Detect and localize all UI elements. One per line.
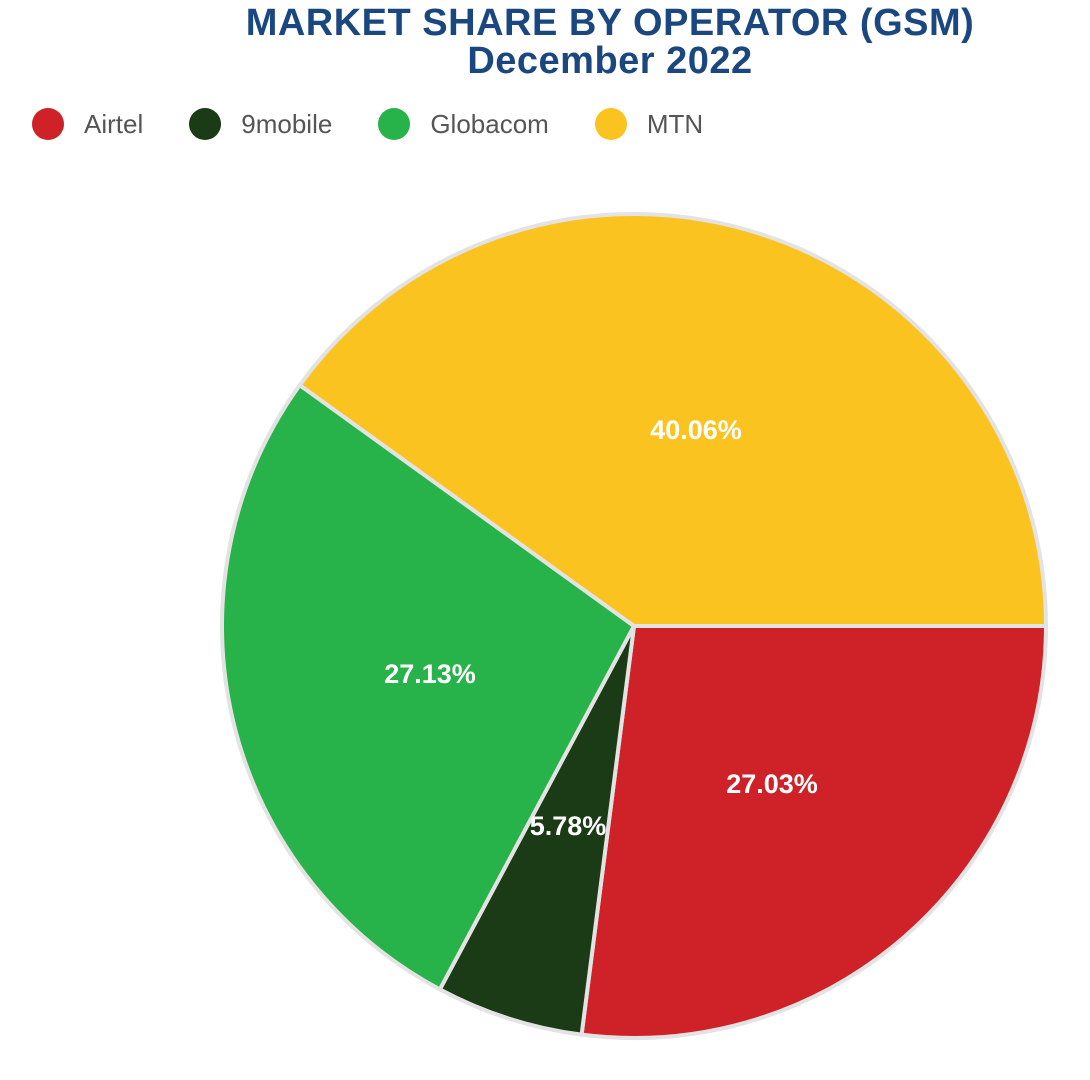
legend-item-mtn[interactable]: MTN — [594, 108, 704, 140]
pie-slice-airtel[interactable] — [579, 624, 1049, 1040]
legend-item-9mobile[interactable]: 9mobile — [189, 108, 332, 140]
chart-legend: Airtel 9mobile Globacom MTN — [32, 108, 749, 140]
legend-swatch-airtel — [32, 108, 64, 140]
pie-slice-globacom[interactable] — [220, 382, 637, 993]
data-label-airtel: 27.03% — [726, 769, 818, 799]
pie-slice-9mobile[interactable] — [437, 625, 636, 1037]
legend-item-globacom[interactable]: Globacom — [378, 108, 549, 140]
pie-slice-mtn[interactable] — [296, 212, 1049, 628]
legend-swatch-mtn — [594, 108, 627, 140]
chart-title-block: MARKET SHARE BY OPERATOR (GSM) December … — [0, 4, 1090, 80]
chart-subtitle: December 2022 — [467, 40, 753, 82]
legend-swatch-globacom — [378, 108, 411, 140]
pie-slices — [220, 212, 1049, 1040]
legend-item-airtel[interactable]: Airtel — [32, 108, 143, 140]
legend-label-9mobile: 9mobile — [241, 108, 333, 139]
data-label-globacom: 27.13% — [384, 659, 476, 689]
data-label-mtn: 40.06% — [650, 415, 742, 445]
legend-swatch-9mobile — [189, 108, 222, 140]
legend-label-airtel: Airtel — [84, 108, 144, 139]
legend-label-mtn: MTN — [646, 108, 704, 139]
pie-slice-labels: 27.03% 5.78% 27.13% 40.06% — [384, 415, 818, 841]
chart-title: MARKET SHARE BY OPERATOR (GSM) — [245, 2, 975, 44]
data-label-9mobile: 5.78% — [530, 811, 607, 841]
legend-label-globacom: Globacom — [430, 108, 549, 139]
